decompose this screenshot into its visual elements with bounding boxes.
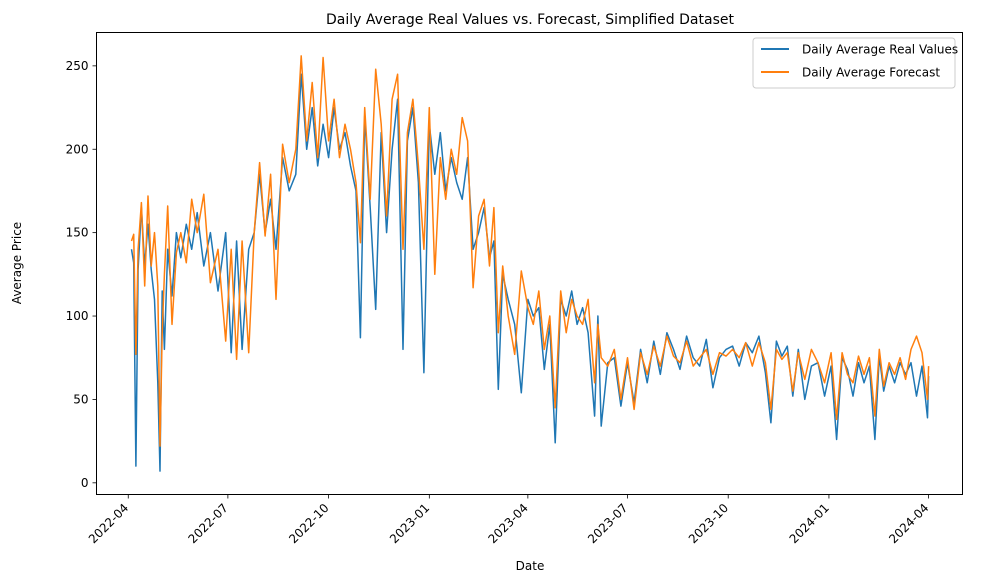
- x-axis-label: Date: [516, 559, 545, 573]
- plot-area: [96, 32, 963, 495]
- y-tick-label: 200: [66, 142, 89, 156]
- y-axis-label: Average Price: [10, 222, 24, 304]
- legend-box: [752, 37, 956, 89]
- y-tick-label: 50: [73, 392, 88, 406]
- chart-title: Daily Average Real Values vs. Forecast, …: [326, 12, 734, 28]
- y-tick-label: 100: [66, 309, 89, 323]
- legend: Daily Average Real Values Daily Average …: [752, 37, 958, 89]
- series-line-forecast: [130, 55, 930, 447]
- y-tick-label: 0: [81, 476, 89, 490]
- series-layer: [130, 55, 930, 472]
- y-axis: 0 50 100 150 200 250: [66, 59, 97, 490]
- y-tick-label: 150: [66, 226, 89, 240]
- y-tick-label: 250: [66, 59, 89, 73]
- legend-label-real: Daily Average Real Values: [802, 43, 958, 57]
- plot-frame: [96, 32, 963, 495]
- legend-label-forecast: Daily Average Forecast: [802, 66, 940, 80]
